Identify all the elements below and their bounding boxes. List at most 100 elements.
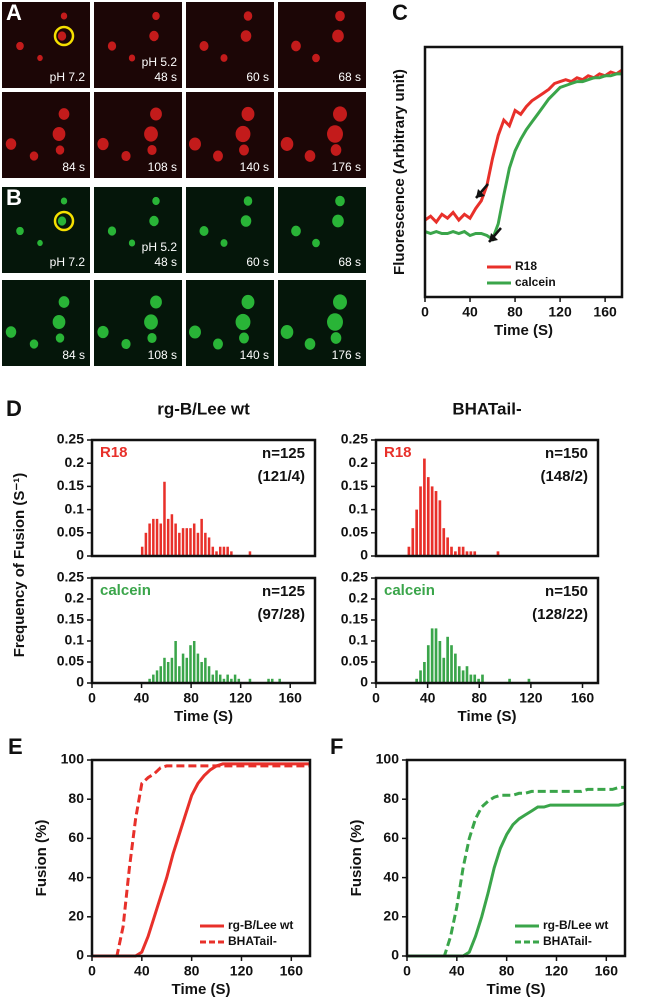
particle — [57, 216, 67, 226]
particle — [52, 127, 66, 141]
particle — [29, 151, 39, 161]
particle — [147, 332, 157, 344]
particle — [291, 225, 301, 237]
histogram-bar — [438, 641, 442, 683]
panel-letter: C — [392, 0, 408, 25]
frame-label: 48 s — [154, 70, 177, 84]
x-tick-label: 40 — [134, 690, 150, 706]
legend-label: calcein — [515, 275, 556, 289]
histogram-bar — [411, 528, 415, 556]
histogram-bar — [155, 670, 159, 683]
frame-label: 140 s — [240, 160, 269, 174]
histogram-bar — [442, 528, 446, 556]
frame-label: 48 s — [154, 255, 177, 269]
x-tick-label: 160 — [279, 690, 303, 706]
particle — [5, 138, 17, 150]
particle — [152, 11, 160, 21]
y-tick-label: 0.05 — [57, 653, 84, 669]
particle — [235, 125, 251, 143]
histogram-bar — [207, 537, 211, 556]
plot-frame — [374, 576, 600, 685]
frame-label: 108 s — [148, 348, 177, 362]
histogram-bar — [218, 674, 222, 683]
x-tick-label: 120 — [519, 690, 543, 706]
y-tick-label: 0.1 — [65, 500, 85, 516]
particle — [57, 31, 67, 41]
particle — [332, 29, 344, 43]
y-tick-label: 40 — [383, 868, 399, 884]
histogram-bar — [140, 546, 144, 556]
histogram-bar — [473, 551, 477, 556]
data-line — [424, 68, 623, 225]
x-tick-label: 120 — [545, 963, 569, 979]
panel-letter: A — [6, 0, 22, 25]
histogram-bar — [415, 509, 418, 556]
particle — [243, 11, 253, 21]
x-tick-label: 80 — [183, 690, 199, 706]
x-tick-label: 120 — [230, 963, 254, 979]
panel-letter: F — [330, 734, 343, 759]
histogram-bar — [204, 532, 207, 556]
x-tick-label: 160 — [571, 690, 595, 706]
annotation: (97/28) — [257, 606, 305, 623]
histogram-bar — [189, 528, 192, 556]
histogram-bar — [166, 518, 170, 556]
y-tick-label: 0 — [76, 547, 84, 563]
y-tick-label: 0 — [391, 947, 399, 963]
histogram-bar — [155, 518, 159, 556]
histogram-bar — [189, 645, 192, 683]
particle — [333, 106, 347, 122]
histogram-bar — [465, 666, 469, 683]
frame-label: pH 5.2 — [142, 55, 178, 69]
histogram-bar — [446, 537, 449, 556]
frame-label: 60 s — [246, 255, 269, 269]
y-tick-label: 100 — [61, 751, 85, 767]
particle — [330, 144, 342, 156]
y-tick-label: 80 — [68, 790, 84, 806]
histogram-bar — [450, 645, 453, 683]
y-tick-label: 0.05 — [341, 653, 368, 669]
histogram-bar — [174, 641, 177, 683]
histogram-bar — [163, 481, 166, 556]
y-tick-label: 0.25 — [57, 431, 84, 447]
column-title: BHATail- — [452, 399, 521, 418]
y-tick-label: 0.25 — [341, 431, 368, 447]
histogram-bar — [192, 641, 196, 683]
histogram-bar — [144, 532, 148, 556]
particle — [189, 325, 201, 339]
histogram-bar — [211, 674, 215, 683]
particle — [16, 226, 24, 236]
particle — [60, 12, 68, 20]
histogram-bar — [450, 546, 453, 556]
y-tick-label: 0 — [76, 674, 84, 690]
annotation: n=125 — [262, 445, 305, 462]
x-tick-label: 0 — [403, 963, 411, 979]
particle — [152, 196, 160, 206]
annotation: (148/2) — [540, 468, 588, 485]
histogram-bar — [152, 518, 155, 556]
histogram-bar — [481, 674, 484, 683]
histogram-bar — [457, 666, 461, 683]
histogram-bar — [148, 678, 151, 683]
histogram-bar — [426, 645, 430, 683]
particle — [335, 195, 345, 207]
column-title: rg-B/Lee wt — [157, 399, 250, 418]
particle — [304, 150, 316, 162]
y-tick-label: 0.1 — [349, 632, 369, 648]
x-tick-label: 40 — [462, 304, 478, 320]
frame-label: 68 s — [338, 70, 361, 84]
panel-letter: B — [6, 185, 22, 210]
histogram-bar — [230, 551, 233, 556]
histogram-bar — [527, 678, 531, 683]
histogram-bar — [461, 546, 465, 556]
particle — [37, 239, 43, 247]
histogram-bar — [207, 666, 211, 683]
panel-letter: E — [8, 734, 23, 759]
histogram-bar — [196, 653, 200, 683]
particle — [29, 339, 39, 349]
particle — [240, 215, 252, 227]
frame-label: 68 s — [338, 255, 361, 269]
histogram-bar — [170, 657, 174, 683]
histogram-bar — [419, 486, 422, 556]
particle — [128, 54, 136, 62]
